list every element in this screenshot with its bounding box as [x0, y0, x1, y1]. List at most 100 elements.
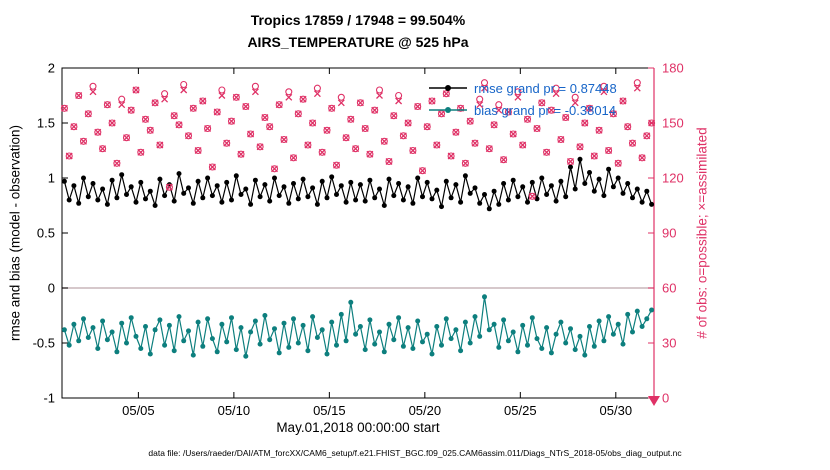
assimilated-marker: [376, 92, 383, 99]
bias-marker: [587, 324, 592, 329]
assimilated-marker: [485, 145, 493, 153]
bias-marker: [152, 327, 158, 333]
rmse-marker: [539, 175, 545, 181]
rmse-marker: [267, 198, 273, 204]
possible-marker: [514, 88, 522, 96]
rmse-marker: [272, 175, 277, 181]
assimilated-marker: [189, 104, 197, 112]
possible-marker: [476, 95, 484, 103]
possible-marker: [414, 102, 422, 111]
rmse-marker: [281, 184, 287, 190]
assimilated-marker: [347, 115, 355, 123]
right-tick-label: 150: [662, 116, 684, 131]
rmse-marker: [314, 201, 320, 207]
assimilated-marker: [323, 126, 331, 134]
assimilated-marker: [619, 97, 627, 105]
assimilated-marker: [409, 147, 417, 154]
bias-marker: [310, 314, 316, 320]
possible-marker: [356, 99, 364, 107]
rmse-marker: [85, 194, 91, 200]
right-axis-arrow-icon: [648, 396, 660, 406]
possible-marker: [585, 104, 594, 112]
bias-marker: [157, 317, 163, 323]
rmse-marker: [295, 196, 301, 202]
assimilated-marker: [533, 125, 541, 132]
possible-marker: [490, 121, 498, 129]
assimilated-marker: [185, 132, 192, 140]
rmse-marker: [248, 201, 254, 207]
possible-marker: [184, 132, 193, 140]
rmse-marker: [257, 194, 263, 200]
possible-marker: [189, 104, 197, 112]
rmse-marker: [348, 179, 354, 185]
assimilated-marker: [476, 101, 484, 109]
bias-marker: [186, 328, 191, 334]
possible-marker: [299, 95, 307, 103]
x-tick-label: 05/10: [218, 403, 251, 418]
rmse-marker: [262, 182, 268, 188]
bias-marker: [362, 347, 368, 353]
rmse-marker: [591, 188, 597, 194]
rmse-marker: [300, 176, 306, 182]
possible-marker: [127, 106, 135, 114]
assimilated-marker: [142, 115, 149, 123]
rmse-marker: [367, 177, 373, 183]
possible-marker: [533, 124, 541, 133]
rmse-marker: [377, 186, 382, 192]
possible-marker: [199, 97, 207, 105]
possible-marker: [447, 152, 455, 160]
bias-marker: [219, 321, 225, 327]
rmse-marker: [310, 185, 316, 191]
assimilated-marker: [633, 84, 641, 92]
right-tick-label: 60: [662, 281, 676, 296]
rmse-marker: [76, 200, 82, 206]
rmse-marker: [472, 185, 478, 191]
legend-label-bias: bias grand pr = -0.38014: [474, 102, 617, 118]
chart-title: Tropics 17859 / 17948 = 99.504%: [250, 12, 466, 28]
possible-marker: [137, 148, 145, 156]
rmse-marker: [606, 166, 612, 172]
possible-marker: [332, 161, 341, 169]
assimilated-marker: [490, 121, 498, 129]
possible-marker: [509, 130, 517, 138]
rmse-marker: [505, 197, 511, 203]
bias-marker: [529, 315, 535, 321]
rmse-marker: [501, 181, 507, 186]
possible-marker: [266, 123, 274, 131]
x-tick-label: 05/30: [600, 403, 633, 418]
possible-marker: [566, 157, 575, 166]
rmse-marker: [553, 198, 559, 204]
assimilated-marker: [576, 143, 584, 151]
bias-marker: [252, 318, 258, 324]
left-tick-label: 0: [48, 281, 55, 296]
possible-marker: [165, 183, 173, 191]
rmse-marker: [219, 199, 225, 205]
possible-marker: [619, 97, 627, 105]
assimilated-marker: [500, 156, 508, 164]
bias-marker: [353, 331, 359, 337]
assimilated-marker: [146, 126, 154, 134]
x-tick-label: 05/05: [122, 403, 155, 418]
bias-marker: [644, 316, 650, 322]
x-tick-label: 05/25: [504, 403, 537, 418]
possible-marker: [557, 135, 565, 144]
rmse-marker: [238, 192, 244, 197]
possible-marker: [552, 84, 560, 92]
rmse-marker: [81, 175, 86, 181]
bias-marker: [410, 346, 416, 351]
bias-marker: [138, 346, 144, 351]
assimilated-marker: [132, 86, 140, 94]
possible-marker: [576, 143, 584, 151]
bias-marker: [281, 320, 287, 326]
rmse-marker: [147, 188, 153, 194]
possible-marker: [418, 167, 427, 175]
right-tick-label: 30: [662, 336, 676, 351]
bias-legend-sample-icon: [429, 107, 467, 113]
assimilated-marker: [113, 159, 121, 167]
x-axis-label: May.01,2018 00:00:00 start: [276, 420, 440, 435]
bias-marker: [329, 319, 335, 325]
rmse-marker: [439, 204, 444, 210]
assimilated-marker: [180, 86, 188, 94]
bias-marker: [558, 319, 564, 325]
